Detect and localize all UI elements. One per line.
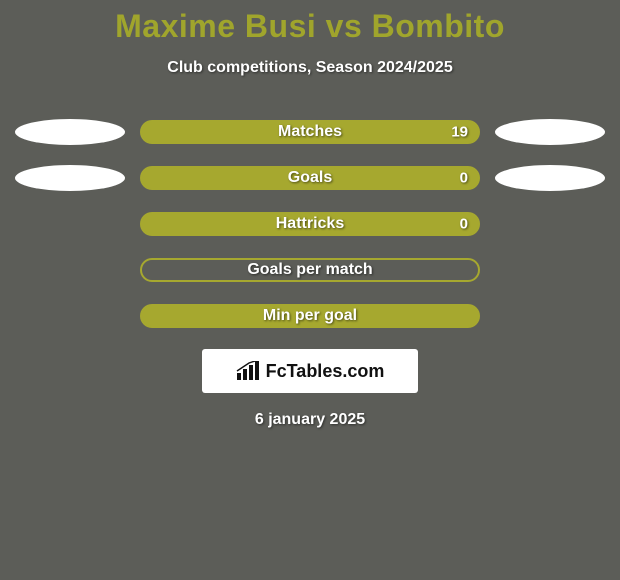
subtitle: Club competitions, Season 2024/2025 [0, 59, 620, 77]
bar-container: Goals 0 [140, 166, 480, 190]
bar-container: Goals per match [140, 258, 480, 282]
stat-bar-goals-per-match: Goals per match [140, 258, 480, 282]
bar-container: Min per goal [140, 304, 480, 328]
stat-label: Goals [288, 169, 332, 187]
stat-label: Goals per match [247, 261, 372, 279]
player-left-marker [15, 119, 125, 145]
stat-bar-matches: Matches 19 [140, 120, 480, 144]
right-side [480, 119, 620, 145]
stat-bar-goals: Goals 0 [140, 166, 480, 190]
right-side [480, 165, 620, 191]
stat-bar-hattricks: Hattricks 0 [140, 212, 480, 236]
left-side [0, 165, 140, 191]
comparison-infographic: Maxime Busi vs Bombito Club competitions… [0, 0, 620, 580]
stat-label: Hattricks [276, 215, 344, 233]
stat-value: 0 [460, 170, 468, 187]
stat-value: 0 [460, 216, 468, 233]
stat-label: Matches [278, 123, 342, 141]
stat-row: Min per goal [0, 303, 620, 329]
brand-card: FcTables.com [202, 349, 418, 393]
date-label: 6 january 2025 [0, 411, 620, 429]
stat-row: Hattricks 0 [0, 211, 620, 237]
bar-container: Matches 19 [140, 120, 480, 144]
player-right-marker [495, 119, 605, 145]
bar-container: Hattricks 0 [140, 212, 480, 236]
stats-chart: Matches 19 Goals 0 [0, 119, 620, 329]
stat-row: Goals 0 [0, 165, 620, 191]
stat-row: Matches 19 [0, 119, 620, 145]
bar-chart-icon [236, 361, 260, 381]
stat-label: Min per goal [263, 307, 357, 325]
player-right-marker [495, 165, 605, 191]
page-title: Maxime Busi vs Bombito [0, 0, 620, 45]
brand-text: FcTables.com [266, 361, 385, 382]
stat-row: Goals per match [0, 257, 620, 283]
left-side [0, 119, 140, 145]
stat-bar-min-per-goal: Min per goal [140, 304, 480, 328]
player-left-marker [15, 165, 125, 191]
stat-value: 19 [451, 124, 468, 141]
